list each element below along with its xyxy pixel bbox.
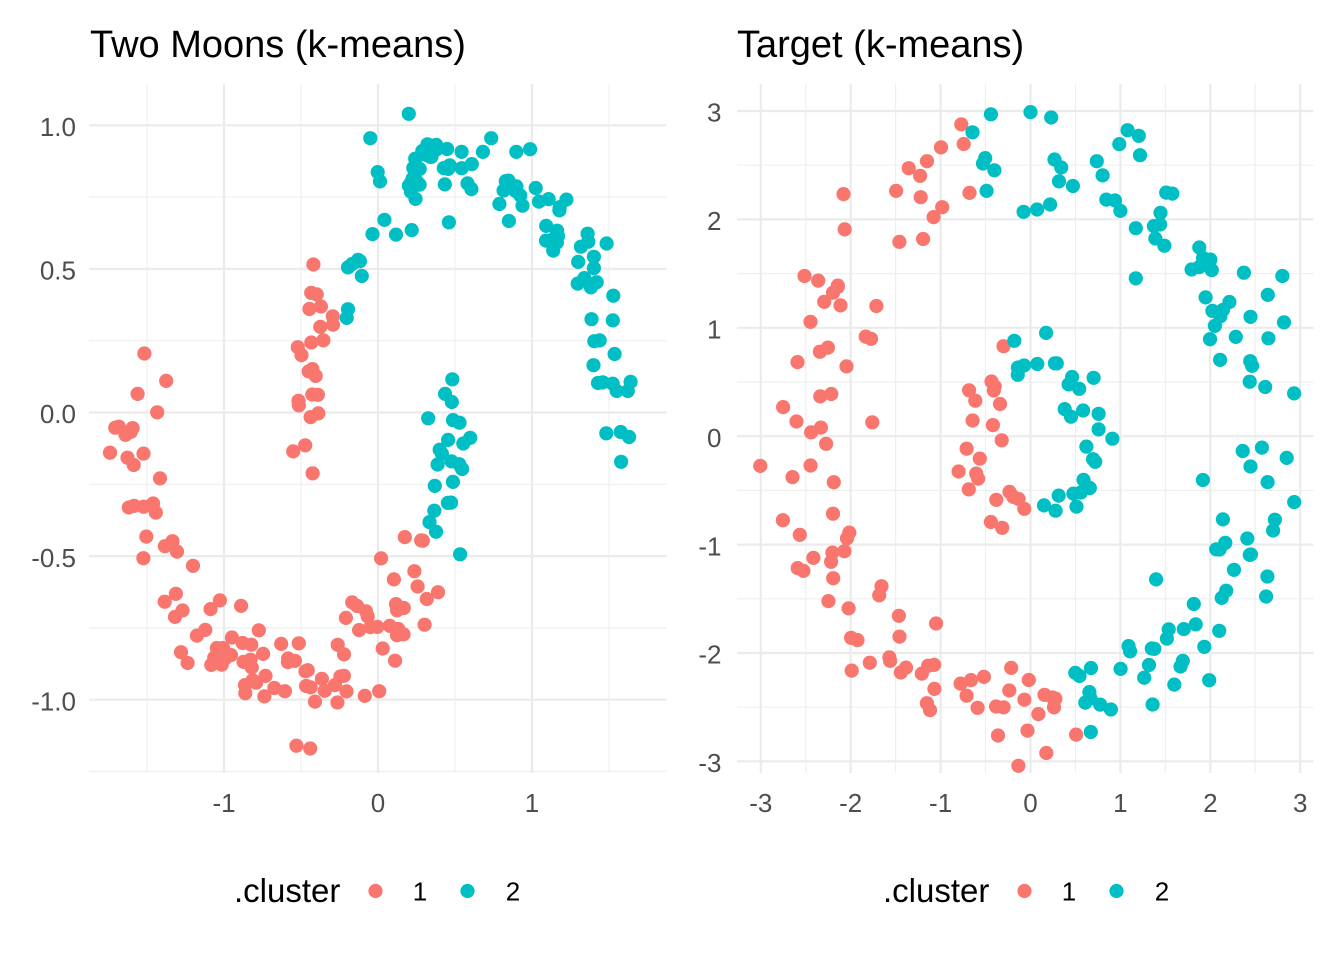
svg-text:1: 1 [413, 877, 427, 907]
svg-text:0: 0 [1023, 788, 1037, 818]
svg-text:2: 2 [707, 206, 721, 236]
svg-text:-3: -3 [749, 788, 772, 818]
svg-text:-1: -1 [212, 788, 235, 818]
svg-text:.cluster: .cluster [234, 872, 340, 909]
svg-text:1: 1 [525, 788, 539, 818]
svg-text:3: 3 [707, 98, 721, 128]
svg-text:1: 1 [1113, 788, 1127, 818]
svg-text:1.0: 1.0 [40, 112, 76, 142]
svg-text:Target (k-means): Target (k-means) [737, 24, 1024, 66]
svg-text:3: 3 [1293, 788, 1307, 818]
svg-text:2: 2 [506, 877, 520, 907]
svg-text:.cluster: .cluster [883, 872, 989, 909]
svg-text:2: 2 [1155, 877, 1169, 907]
svg-text:-2: -2 [698, 640, 721, 670]
svg-text:-1.0: -1.0 [31, 686, 76, 716]
svg-text:-1: -1 [929, 788, 952, 818]
svg-text:0.5: 0.5 [40, 256, 76, 286]
svg-text:-2: -2 [839, 788, 862, 818]
svg-text:0.0: 0.0 [40, 399, 76, 429]
svg-text:-3: -3 [698, 748, 721, 778]
svg-text:1: 1 [707, 315, 721, 345]
svg-text:1: 1 [1062, 877, 1076, 907]
svg-text:-0.5: -0.5 [31, 543, 76, 573]
svg-text:-1: -1 [698, 531, 721, 561]
svg-text:0: 0 [371, 788, 385, 818]
svg-text:0: 0 [707, 423, 721, 453]
svg-text:Two Moons (k-means): Two Moons (k-means) [90, 24, 466, 66]
svg-text:2: 2 [1203, 788, 1217, 818]
